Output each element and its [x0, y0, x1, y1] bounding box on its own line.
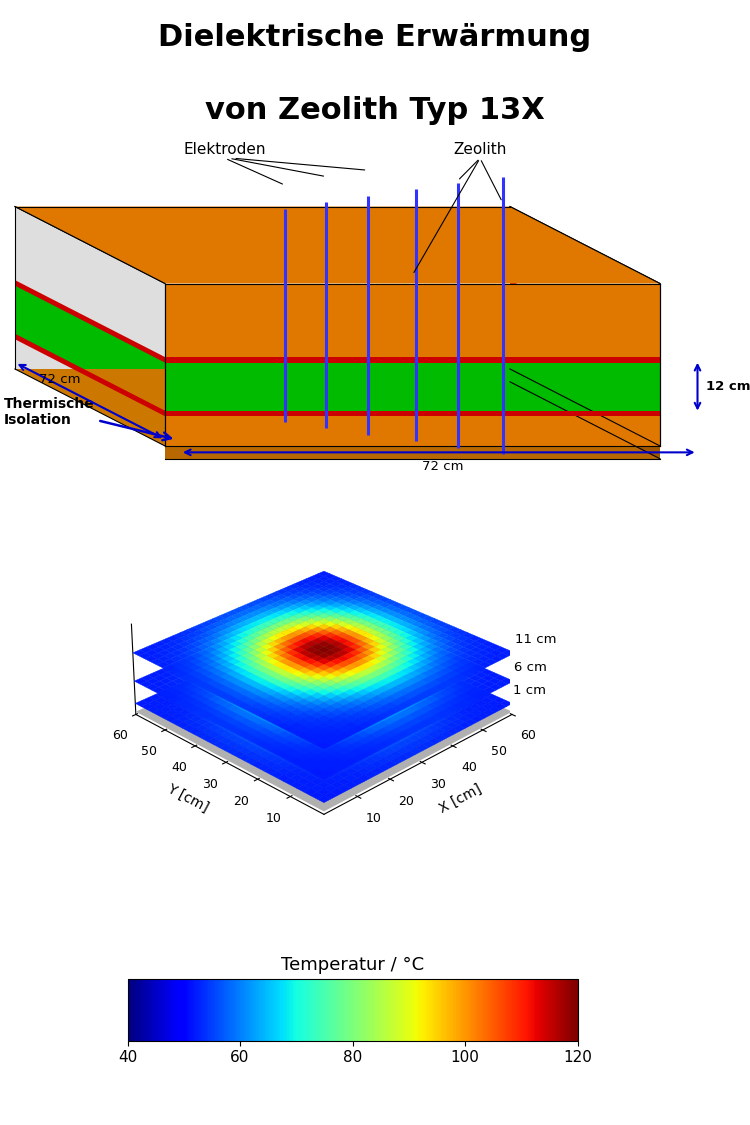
Text: 72 cm: 72 cm: [39, 374, 81, 386]
Polygon shape: [510, 369, 660, 459]
Polygon shape: [165, 360, 660, 414]
Y-axis label: Y [cm]: Y [cm]: [164, 782, 211, 816]
Text: 12 cm: 12 cm: [706, 380, 750, 393]
X-axis label: X [cm]: X [cm]: [436, 782, 484, 816]
Polygon shape: [165, 284, 660, 360]
Polygon shape: [510, 280, 660, 362]
Text: 72 cm: 72 cm: [422, 460, 464, 472]
Text: von Zeolith Typ 13X: von Zeolith Typ 13X: [205, 97, 544, 125]
Text: Elektroden: Elektroden: [184, 143, 266, 158]
Polygon shape: [15, 369, 660, 446]
Polygon shape: [510, 282, 660, 414]
Polygon shape: [165, 446, 660, 459]
Text: Dielektrische Erwärmung: Dielektrische Erwärmung: [158, 24, 592, 52]
Polygon shape: [15, 207, 660, 284]
Polygon shape: [165, 357, 660, 362]
Polygon shape: [165, 411, 660, 416]
Polygon shape: [15, 280, 165, 362]
Polygon shape: [165, 414, 660, 446]
Text: Thermische
Isolation: Thermische Isolation: [4, 397, 94, 426]
Polygon shape: [15, 207, 165, 446]
Text: Zeolith: Zeolith: [453, 143, 507, 158]
Polygon shape: [510, 334, 660, 416]
Polygon shape: [15, 334, 165, 416]
Polygon shape: [510, 207, 660, 446]
Title: Temperatur / °C: Temperatur / °C: [281, 956, 424, 974]
Polygon shape: [15, 282, 165, 414]
